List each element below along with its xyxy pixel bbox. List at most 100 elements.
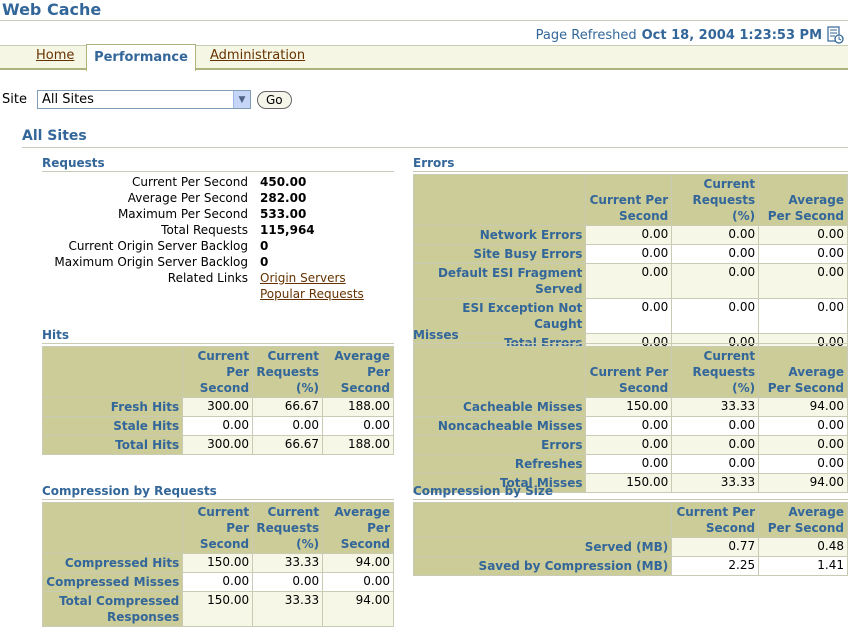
table-row: Total Misses 150.00 33.33 94.00 <box>412 473 848 493</box>
row-header: Stale Hits <box>41 416 184 436</box>
refresh-time: Oct 18, 2004 1:23:53 PM <box>641 27 822 43</box>
requests-row-value: 282.00 <box>260 191 307 205</box>
table-cell: 0.00 <box>322 416 394 436</box>
table-cell: 150.00 <box>182 553 254 573</box>
table-row: Total Hits 300.00 66.67 188.00 <box>41 435 394 455</box>
table-row: Stale Hits 0.00 0.00 0.00 <box>41 416 394 436</box>
hits-header-blank <box>41 346 184 398</box>
row-header: Total Compressed Responses <box>41 591 184 627</box>
table-cell: 300.00 <box>182 397 254 417</box>
compression-requests-header-row: Current Per Second Current Requests (%) … <box>41 502 394 554</box>
table-row: Refreshes 0.00 0.00 0.00 <box>412 454 848 474</box>
section-title: All Sites <box>22 128 87 144</box>
errors-table: Current Per Second Current Requests (%) … <box>412 174 848 353</box>
requests-row-value: 533.00 <box>260 207 307 221</box>
table-cell: 0.00 <box>322 572 394 592</box>
column-header: Current Per Second <box>182 346 254 398</box>
go-button[interactable]: Go <box>256 90 292 109</box>
table-cell: 0.00 <box>758 454 848 474</box>
table-row: Cacheable Misses 150.00 33.33 94.00 <box>412 397 848 417</box>
row-header: Site Busy Errors <box>412 244 587 264</box>
table-row: Total Compressed Responses 150.00 33.33 94.… <box>41 591 394 627</box>
row-header: Noncacheable Misses <box>412 416 587 436</box>
popular-requests-link[interactable]: Popular Requests <box>260 287 364 301</box>
column-header: Current Requests (%) <box>252 502 324 554</box>
misses-table: Current Per Second Current Requests (%) … <box>412 346 848 493</box>
tab-administration[interactable]: Administration <box>210 48 305 67</box>
requests-title: Requests <box>42 156 105 170</box>
table-cell: 0.00 <box>671 454 760 474</box>
table-row: Saved by Compression (MB) 2.25 1.41 <box>412 556 848 576</box>
misses-title: Misses <box>413 328 459 342</box>
compression-size-header-row: Current Per Second Average Per Second <box>412 502 848 538</box>
site-select[interactable]: All Sites ▼ <box>36 90 251 109</box>
table-cell: 0.00 <box>585 298 673 334</box>
column-header: Current Requests (%) <box>252 346 324 398</box>
column-header: Average Per Second <box>758 346 848 398</box>
table-cell: 0.00 <box>758 244 848 264</box>
requests-row-value: 0 <box>260 239 269 253</box>
refresh-label: Page Refreshed <box>535 27 637 43</box>
compression-requests-divider <box>42 499 394 500</box>
column-header: Current Per Second <box>671 502 760 538</box>
tab-administration-label[interactable]: Administration <box>210 48 306 63</box>
origin-servers-link[interactable]: Origin Servers <box>260 271 346 285</box>
compression-requests-title: Compression by Requests <box>42 484 217 498</box>
table-cell: 0.00 <box>585 454 673 474</box>
table-cell: 0.00 <box>252 572 324 592</box>
site-label: Site <box>2 92 27 107</box>
table-row: Noncacheable Misses 0.00 0.00 0.00 <box>412 416 848 436</box>
table-cell: 2.25 <box>671 556 760 576</box>
app-title: Web Cache <box>2 0 102 19</box>
table-cell: 150.00 <box>585 397 673 417</box>
row-header: Fresh Hits <box>41 397 184 417</box>
misses-header-row: Current Per Second Current Requests (%) … <box>412 346 848 398</box>
table-row: Default ESI Fragment Served 0.00 0.00 0.00 <box>412 263 848 299</box>
table-cell: 150.00 <box>585 473 673 493</box>
requests-divider <box>42 171 394 172</box>
requests-row-label: Average Per Second <box>127 191 248 205</box>
row-header: Served (MB) <box>412 537 673 557</box>
refresh-icon[interactable] <box>826 26 844 44</box>
compression-size-divider <box>413 499 848 500</box>
site-select-value: All Sites <box>41 92 94 107</box>
misses-divider <box>413 343 848 344</box>
table-row: Compressed Misses 0.00 0.00 0.00 <box>41 572 394 592</box>
column-header: Current Requests (%) <box>671 174 760 226</box>
table-cell: 33.33 <box>252 591 324 627</box>
requests-row-value: 450.00 <box>260 175 307 189</box>
column-header: Current Per Second <box>585 174 673 226</box>
table-cell: 0.00 <box>758 263 848 299</box>
table-cell: 0.77 <box>671 537 760 557</box>
row-header: ESI Exception Not Caught <box>412 298 587 334</box>
table-cell: 66.67 <box>252 435 324 455</box>
requests-row-value: 0 <box>260 255 269 269</box>
table-cell: 0.00 <box>182 416 254 436</box>
requests-row-value: 115,964 <box>260 223 315 237</box>
chevron-down-icon[interactable]: ▼ <box>232 91 250 108</box>
tab-home-label[interactable]: Home <box>36 48 75 63</box>
table-cell: 0.00 <box>182 572 254 592</box>
requests-row-label: Maximum Origin Server Backlog <box>54 255 248 269</box>
table-row: Compressed Hits 150.00 33.33 94.00 <box>41 553 394 573</box>
hits-title: Hits <box>42 328 70 342</box>
table-row: Served (MB) 0.77 0.48 <box>412 537 848 557</box>
compression-requests-header-blank <box>41 502 184 554</box>
table-cell: 33.33 <box>671 397 760 417</box>
table-cell: 1.41 <box>758 556 848 576</box>
tab-performance[interactable]: Performance <box>86 44 196 71</box>
row-header: Saved by Compression (MB) <box>412 556 673 576</box>
table-cell: 0.00 <box>585 244 673 264</box>
table-cell: 188.00 <box>322 435 394 455</box>
table-cell: 0.00 <box>758 435 848 455</box>
row-header: Compressed Misses <box>41 572 184 592</box>
table-cell: 0.00 <box>671 225 760 245</box>
tab-bar: Home Performance Administration <box>0 44 848 71</box>
table-cell: 150.00 <box>182 591 254 627</box>
table-cell: 94.00 <box>322 591 394 627</box>
table-row: Errors 0.00 0.00 0.00 <box>412 435 848 455</box>
tab-home[interactable]: Home <box>36 48 74 67</box>
row-header: Total Misses <box>412 473 587 493</box>
column-header: Average Per Second <box>758 502 848 538</box>
errors-header-blank <box>412 174 587 226</box>
